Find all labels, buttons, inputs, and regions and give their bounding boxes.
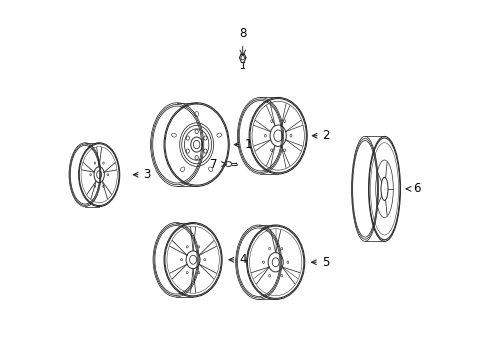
- Text: 4: 4: [228, 253, 246, 266]
- Text: 5: 5: [311, 256, 328, 269]
- Text: 3: 3: [133, 168, 151, 181]
- Text: 8: 8: [239, 27, 246, 40]
- Text: 1: 1: [234, 138, 251, 151]
- Text: 6: 6: [406, 183, 420, 195]
- Text: 2: 2: [312, 129, 329, 142]
- Text: 7: 7: [210, 158, 226, 171]
